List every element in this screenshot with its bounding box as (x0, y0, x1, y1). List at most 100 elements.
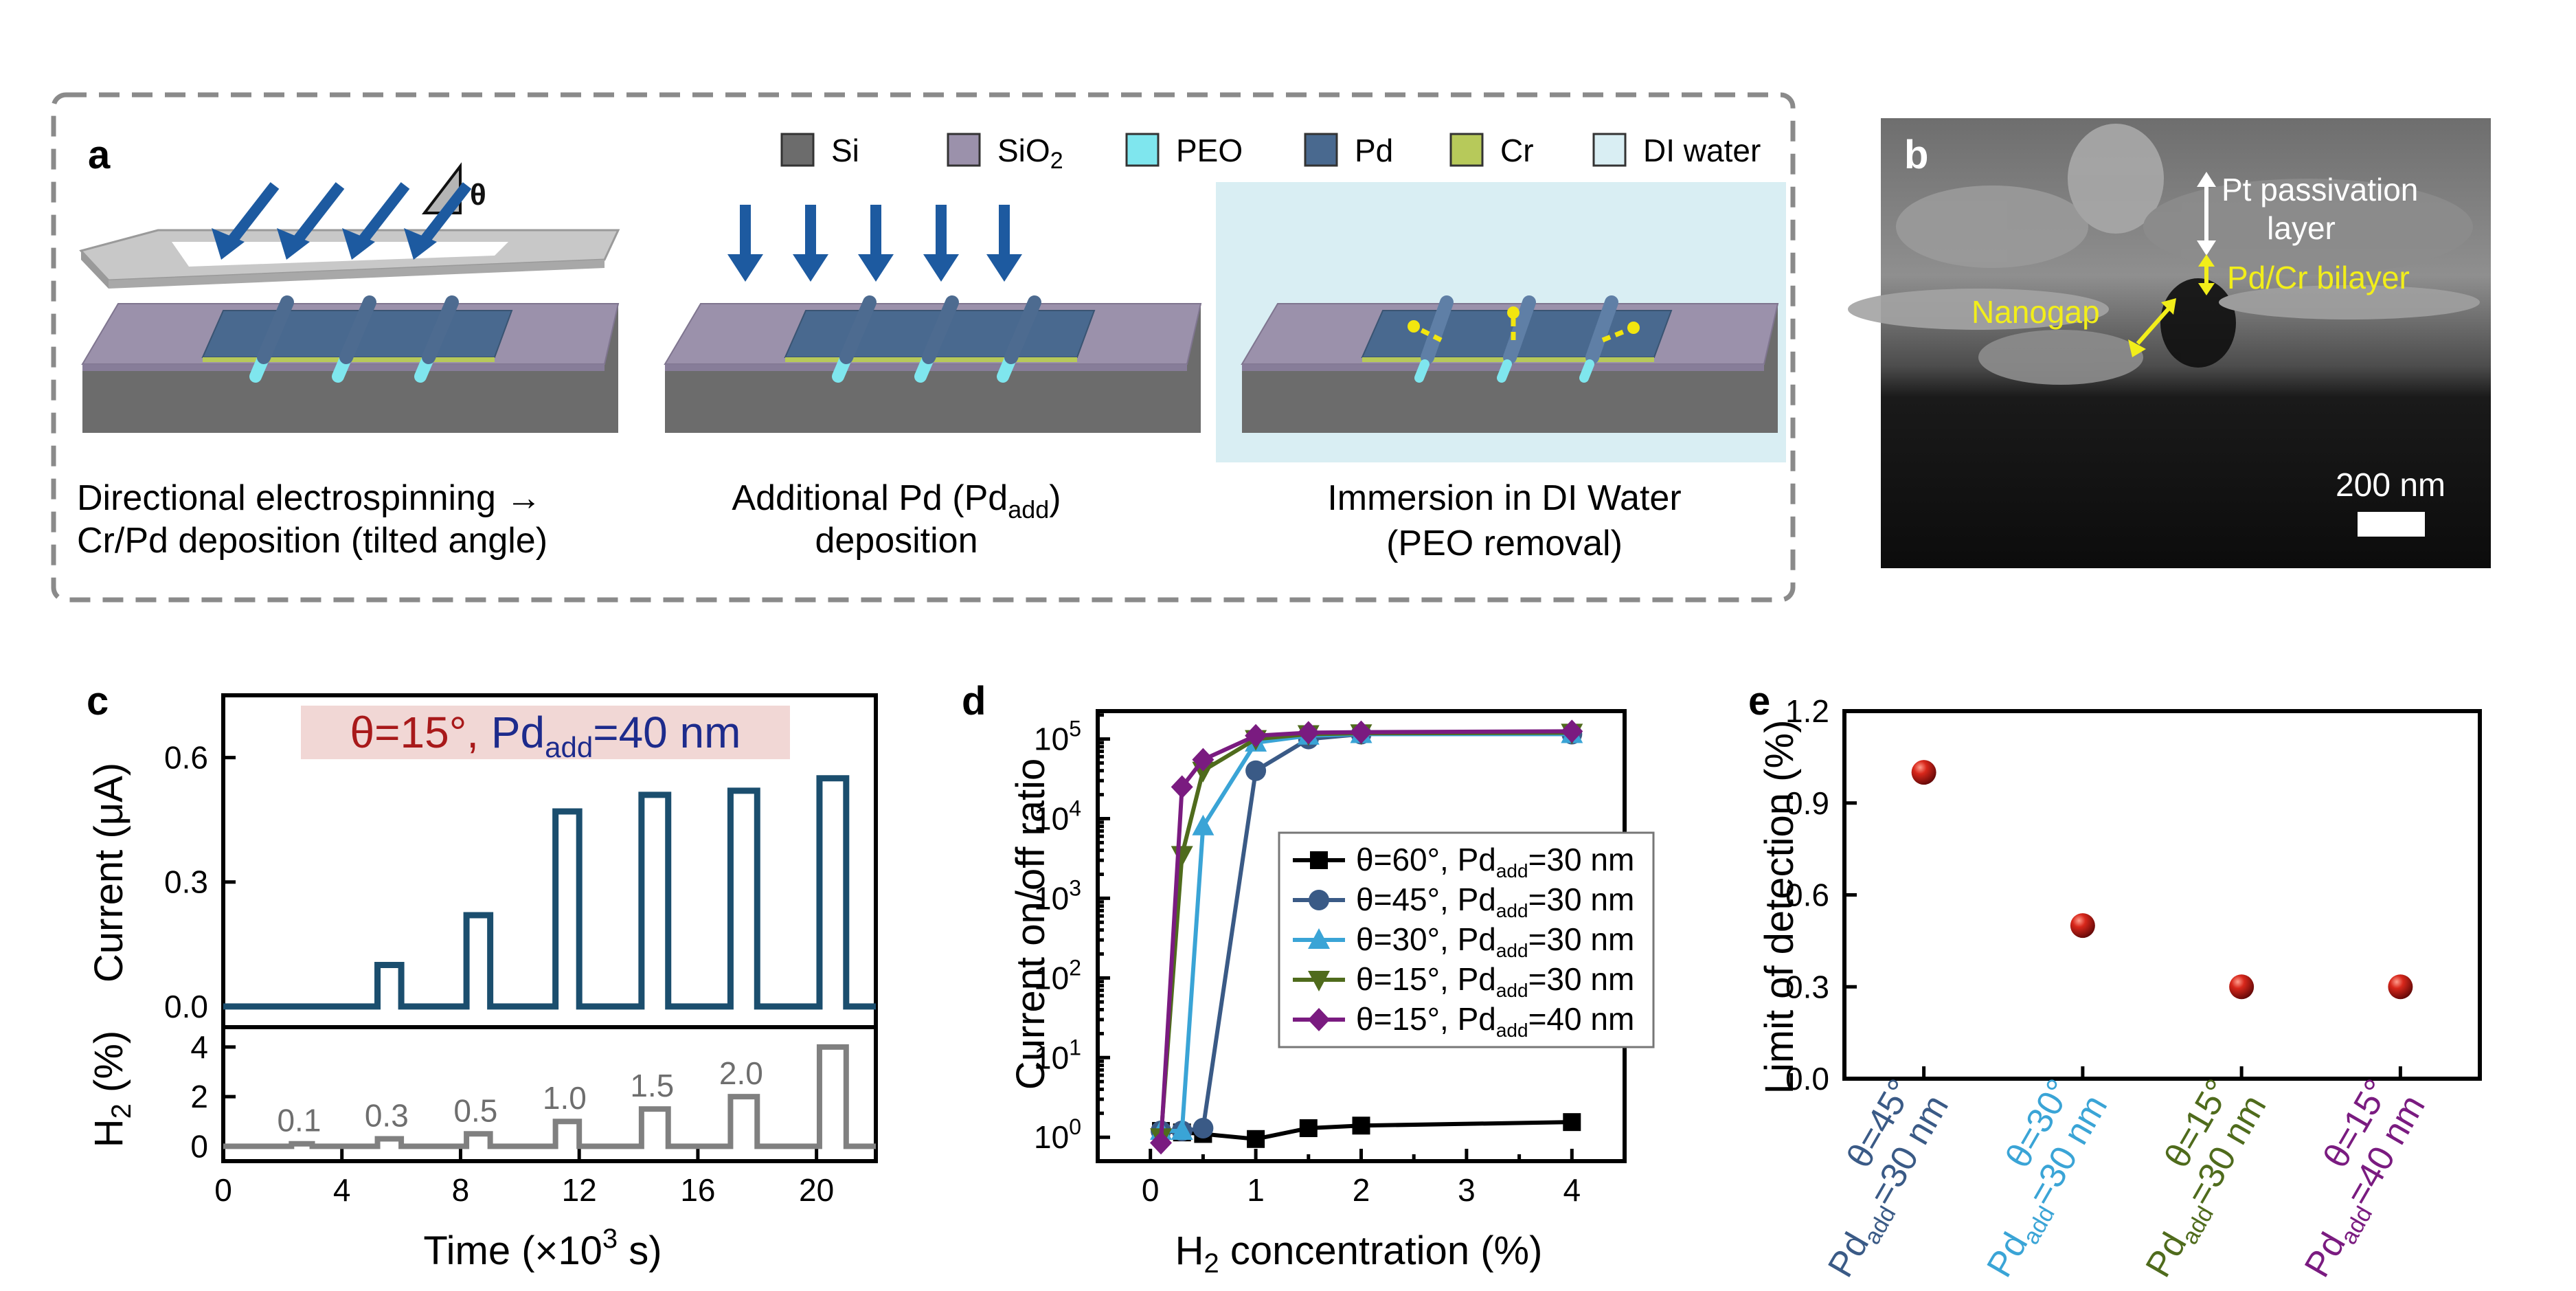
pd-coated-fiber (422, 295, 459, 364)
marker-diamond (1171, 775, 1193, 799)
legend-swatch-sio2 (947, 133, 981, 167)
panel-c-title: θ=15°, Pdadd=40 nm (350, 708, 741, 763)
marker-triangle-down (1171, 846, 1193, 867)
h2-pulse-label: 0.3 (365, 1098, 409, 1134)
panel-c-label: c (87, 679, 109, 723)
peo-fiber-end (1414, 359, 1430, 383)
legend-label-cr: Cr (1500, 133, 1534, 168)
h2-ytick-label: 4 (190, 1029, 208, 1065)
e-data-point (1911, 760, 1936, 785)
panel-c-title-box (301, 706, 790, 759)
substrate-block-1 (81, 295, 620, 433)
h2-trace (223, 1044, 876, 1149)
e-ytick-label: 1.2 (1785, 693, 1829, 729)
scalebar (2358, 512, 2425, 537)
tilted-deposition-arrow-4 (404, 182, 472, 260)
pt-thickness-arrow (2197, 172, 2216, 256)
sem-texture (1848, 124, 2480, 385)
time-xtick-label: 12 (562, 1172, 597, 1208)
marker-triangle-down (1308, 971, 1330, 991)
si-front-face (1242, 364, 1778, 433)
marker-diamond (1150, 1131, 1173, 1155)
current-ylabel: Current (μA) (87, 763, 131, 983)
legend-swatch-di-water (1592, 133, 1627, 167)
pd-coated-fiber (1004, 295, 1041, 364)
e-category-label: θ=45°Pdadd=30 nm (1820, 1073, 1956, 1283)
annot-pt-passivation: Pt passivation (2222, 172, 2418, 207)
marker-diamond (1245, 723, 1267, 748)
substrate-block-2 (664, 295, 1202, 433)
panel-c-chart: c θ=15°, Pdadd=40 nm 0.0 0.3 0.6 0 2 4 0 4 8 12 1… (87, 679, 878, 1273)
dissolution-arrow (1412, 324, 1443, 343)
legend-entry-label: θ=30°, Pdadd=30 nm (1356, 921, 1634, 961)
marker-square (1563, 1113, 1581, 1132)
e-data-point (2229, 974, 2255, 1000)
h2-pulse-label: 1.5 (630, 1068, 674, 1103)
arrow-head (727, 254, 763, 282)
pd-coated-fiber (839, 295, 877, 364)
step1-caption-line2: Cr/Pd deposition (tilted angle) (77, 521, 547, 561)
arrow-shaft (222, 182, 280, 251)
legend-entry-label: θ=15°, Pdadd=30 nm (1356, 961, 1634, 1001)
step3-caption-line1: Immersion in DI Water (1327, 478, 1681, 518)
e-category-label: θ=30°Pdadd=30 nm (1979, 1073, 2115, 1283)
d-ytick-label: 105 (1034, 717, 1081, 757)
marker-diamond (1350, 720, 1372, 744)
h2-ytick-label: 2 (190, 1079, 208, 1114)
h2-pulse-label: 1.0 (543, 1080, 587, 1116)
d-xtick-label: 1 (1247, 1172, 1265, 1208)
si-front-face (82, 364, 618, 433)
h2-plot: 0 2 4 0 4 8 12 16 20 0.1 0.3 0.5 1.0 1.5 2.0 (190, 1025, 878, 1208)
marker-square (1310, 851, 1328, 869)
annot-nanogap: Nanogap (1971, 294, 2100, 330)
d-ytick-label: 102 (1034, 955, 1081, 996)
h2-pulse-label: 0.5 (453, 1092, 497, 1128)
legend-swatch-pd (1304, 133, 1338, 167)
current-ytick-label: 0.0 (164, 989, 208, 1024)
panel-d-label: d (962, 679, 986, 723)
pd-shell (1503, 295, 1536, 364)
theta-symbol: θ (470, 178, 486, 212)
current-ytick-label: 0.6 (164, 740, 208, 776)
marker-triangle-up (1171, 1119, 1193, 1141)
vertical-deposition-arrow-5 (986, 205, 1022, 282)
legend-label-di-water: DI water (1643, 133, 1761, 168)
legend-swatch-cr (1449, 133, 1484, 167)
panel-a-label: a (88, 133, 111, 177)
d-xlabel: H2 concentration (%) (1175, 1228, 1543, 1279)
marker-diamond (1297, 721, 1320, 745)
shadow-mask (79, 229, 620, 289)
legend-label-si: Si (831, 133, 859, 168)
arrow-head (404, 228, 437, 260)
pd-shell (1421, 295, 1454, 364)
h2-pulse-label: 2.0 (719, 1055, 763, 1091)
h2-ylabel: H2 (%) (87, 1031, 137, 1147)
annot-pt-layer: layer (2267, 210, 2336, 246)
dissolution-arrowhead (1408, 320, 1420, 333)
marker-circle (1309, 890, 1329, 910)
vertical-deposition-arrow-3 (858, 205, 894, 282)
marker-diamond (1561, 719, 1583, 743)
marker-square (1247, 1130, 1265, 1148)
d-series-5 (1150, 719, 1583, 1155)
vertical-deposition-arrow-1 (727, 205, 763, 282)
marker-triangle-up (1192, 814, 1214, 835)
dissolution-arrowhead (1507, 306, 1519, 319)
step3-caption-line2: (PEO removal) (1386, 524, 1623, 563)
pdcr-thickness-arrow (2198, 254, 2215, 295)
pd-coated-fiber (922, 295, 959, 364)
current-trace (223, 775, 876, 1010)
marker-diamond (1308, 1008, 1330, 1031)
pd-shell (1585, 295, 1618, 364)
tilted-deposition-arrow-2 (277, 182, 345, 260)
arrow-head (986, 254, 1022, 282)
legend-swatch-peo (1125, 133, 1160, 167)
marker-square (1299, 1119, 1318, 1138)
time-xtick-label: 4 (333, 1172, 351, 1208)
h2-plot-frame (221, 1025, 878, 1163)
e-ytick-label: 0.6 (1785, 877, 1829, 913)
panel-a-dashed-frame (51, 92, 1796, 603)
step2-caption-line2: deposition (815, 521, 978, 561)
d-ytick-label: 104 (1034, 796, 1081, 837)
